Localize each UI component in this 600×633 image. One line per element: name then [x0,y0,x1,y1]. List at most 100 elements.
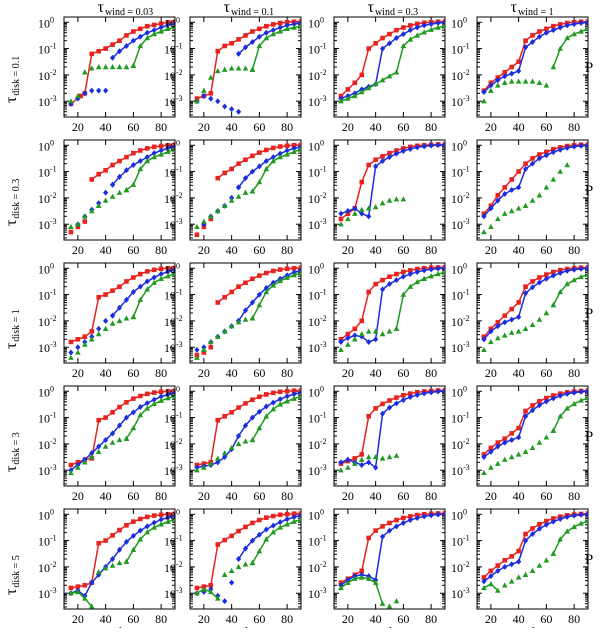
panel-frame [63,262,176,364]
data-point-diamond [291,21,297,28]
x-tick-label: 20 [72,366,84,380]
data-point-square [380,277,385,283]
y-tick-exp: 0 [463,15,467,24]
series-line-red [340,389,445,465]
x-tick-label: 40 [226,489,238,503]
data-point-square [557,22,563,27]
data-point-triangle [495,335,501,341]
data-point-triangle [242,65,249,71]
column-label: τwind = 1 [511,0,554,18]
data-point-square [236,405,241,410]
data-point-triangle [158,151,164,157]
x-tick-label: 60 [127,612,139,626]
y-tick-label: 10-3 [38,586,57,601]
data-point-diamond [249,168,256,175]
y-tick-base: 10 [451,508,463,522]
y-tick-exp: 0 [176,384,180,393]
data-point-triangle [529,197,536,203]
data-point-triangle [345,464,351,470]
data-point-triangle [228,444,235,451]
data-point-triangle [109,562,116,568]
data-point-square [277,267,283,272]
data-point-square [401,25,406,30]
y-tick-label: 10-1 [38,165,57,180]
data-point-square [537,152,542,157]
data-point-triangle [291,148,297,155]
row-label-symbol: τ [3,96,20,103]
data-point-square [502,185,508,190]
y-tick-exp: -1 [176,165,183,174]
data-point-triangle [88,65,95,71]
data-point-square [110,162,115,168]
y-tick-label: 10-2 [164,191,183,206]
series-line-blue [238,22,301,55]
data-point-diamond [488,328,494,335]
x-tick-label: 20 [198,243,210,257]
panel-frame [476,508,589,610]
data-point-diamond [144,278,150,285]
data-point-triangle [277,524,283,530]
data-point-triangle [221,450,228,456]
data-point-triangle [123,187,130,193]
data-point-diamond [400,148,406,155]
data-point-triangle [298,516,301,522]
data-point-square [401,515,406,521]
y-tick-base: 10 [308,315,320,329]
y-tick-exp: -3 [463,340,470,349]
data-point-triangle [488,581,494,587]
data-point-triangle [529,321,536,328]
x-tick-label: 80 [155,366,167,380]
y-tick-base: 10 [164,385,176,399]
series-line-red [483,143,588,215]
data-point-diamond [109,181,116,188]
data-point-diamond [242,422,249,429]
data-point-triangle [82,459,88,465]
data-point-diamond [291,391,297,398]
data-point-triangle [75,464,81,470]
data-point-square [495,192,501,198]
y-tick-exp: 0 [50,138,54,147]
data-point-square [124,523,129,528]
data-point-square [215,175,221,181]
y-tick-label: 10-3 [164,586,183,601]
y-tick-exp: -2 [463,191,470,200]
y-tick-label: 10-3 [308,586,327,601]
y-tick-base: 10 [451,412,463,426]
data-point-triangle [208,74,214,80]
right-label: P [585,429,593,445]
data-point-triangle [386,603,393,609]
y-tick-label: 10-1 [38,534,57,549]
data-point-diamond [400,273,406,280]
data-point-square [82,583,88,588]
column-label: τwind = 0.1 [224,0,275,18]
y-tick-exp: -2 [176,560,183,569]
data-point-triangle [495,215,501,222]
data-point-diamond [373,464,379,471]
data-point-square [250,520,255,526]
data-point-square [502,558,508,563]
data-point-diamond [256,163,262,170]
y-tick-base: 10 [308,587,320,601]
data-point-square [68,462,74,468]
y-tick-label: 100 [164,261,180,276]
data-point-triangle [109,320,116,326]
data-point-square [144,514,150,520]
x-tick-label: 40 [370,120,382,134]
x-tick-label: 80 [425,243,437,257]
data-point-diamond [158,147,164,154]
panel-frame [189,508,302,610]
y-tick-base: 10 [164,438,176,452]
data-point-diamond [242,307,249,314]
y-tick-base: 10 [451,95,463,109]
data-point-triangle [214,67,221,74]
data-point-diamond [123,296,130,303]
data-point-square [264,392,269,397]
data-point-triangle [208,460,214,466]
x-tick-label: 20 [342,243,354,257]
x-tick-label: 40 [513,243,525,257]
data-point-diamond [557,24,563,31]
data-point-diamond [345,456,351,463]
y-tick-base: 10 [164,464,176,478]
